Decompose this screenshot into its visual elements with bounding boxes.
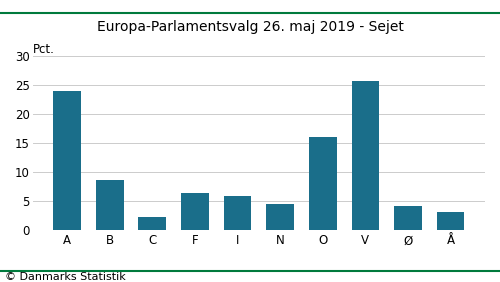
Bar xyxy=(309,137,336,230)
Text: Pct.: Pct. xyxy=(33,43,55,56)
Bar xyxy=(138,217,166,230)
Bar xyxy=(436,212,464,230)
Bar xyxy=(96,180,124,230)
Bar xyxy=(266,204,294,230)
Bar xyxy=(181,193,209,230)
Bar xyxy=(394,206,422,230)
Bar xyxy=(53,91,81,230)
Text: Europa-Parlamentsvalg 26. maj 2019 - Sejet: Europa-Parlamentsvalg 26. maj 2019 - Sej… xyxy=(96,20,404,34)
Text: © Danmarks Statistik: © Danmarks Statistik xyxy=(5,272,126,282)
Bar xyxy=(224,196,252,230)
Bar xyxy=(352,81,379,230)
